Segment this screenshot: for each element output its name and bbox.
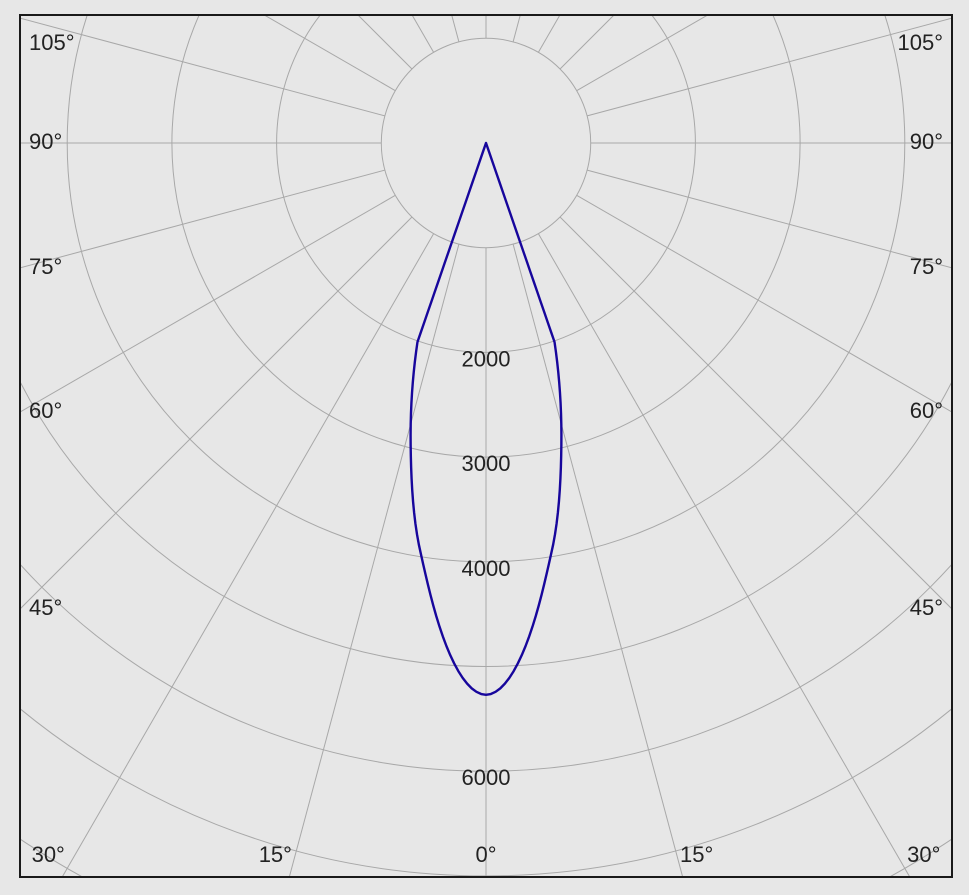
- svg-text:45°: 45°: [29, 595, 62, 620]
- svg-text:60°: 60°: [29, 398, 62, 423]
- svg-text:105°: 105°: [897, 30, 943, 55]
- svg-text:30°: 30°: [907, 842, 940, 867]
- svg-text:90°: 90°: [910, 129, 943, 154]
- svg-text:75°: 75°: [29, 254, 62, 279]
- svg-text:15°: 15°: [680, 842, 713, 867]
- svg-text:60°: 60°: [910, 398, 943, 423]
- svg-text:105°: 105°: [29, 30, 75, 55]
- svg-text:4000: 4000: [462, 556, 511, 581]
- svg-text:45°: 45°: [910, 595, 943, 620]
- svg-text:75°: 75°: [910, 254, 943, 279]
- svg-text:2000: 2000: [462, 346, 511, 371]
- svg-text:3000: 3000: [462, 451, 511, 476]
- svg-text:90°: 90°: [29, 129, 62, 154]
- svg-text:15°: 15°: [259, 842, 292, 867]
- svg-text:0°: 0°: [475, 842, 496, 867]
- svg-text:6000: 6000: [462, 765, 511, 790]
- svg-text:30°: 30°: [32, 842, 65, 867]
